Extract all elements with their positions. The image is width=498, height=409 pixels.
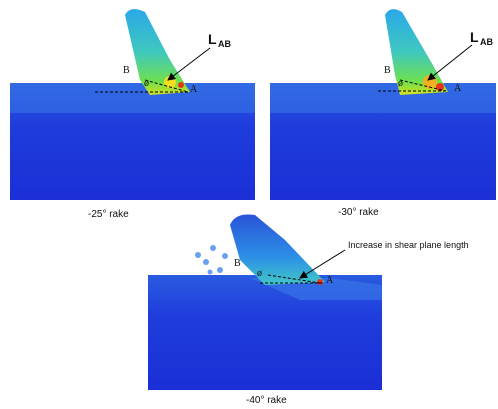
chip xyxy=(230,214,325,285)
angle: ø xyxy=(144,78,149,89)
label-sub: AB xyxy=(218,39,231,49)
surface-zone xyxy=(270,83,496,113)
surface-zone xyxy=(10,83,255,113)
caption: -40° rake xyxy=(246,395,287,406)
hot-spot xyxy=(178,82,184,88)
point-b: B xyxy=(123,65,130,76)
annotation: Increase in shear plane length xyxy=(348,240,469,250)
panel-3: Increase in shear plane length B A ø -40… xyxy=(148,214,469,406)
point-a: A xyxy=(190,84,198,95)
caption: -25° rake xyxy=(88,209,129,220)
label-l: L xyxy=(208,31,217,47)
point-b: B xyxy=(384,65,391,76)
point-a: A xyxy=(326,275,334,286)
chip xyxy=(385,9,448,95)
label-sub: AB xyxy=(480,37,493,47)
caption: -30° rake xyxy=(338,207,379,218)
scattered-particles xyxy=(195,245,228,275)
point-b: B xyxy=(234,258,241,269)
panel-2: L AB B A ø -30° rake xyxy=(270,9,496,218)
panel-1: L AB B A ø -25° rake xyxy=(10,9,255,220)
angle: ø xyxy=(398,78,403,89)
angle: ø xyxy=(257,268,262,279)
label-l: L xyxy=(470,29,479,45)
arrow xyxy=(428,45,472,80)
point-a: A xyxy=(454,83,462,94)
figure: L AB B A ø -25° rake L AB B A ø -30° rak… xyxy=(0,0,498,409)
arrow xyxy=(168,48,210,80)
hot-spot xyxy=(317,279,323,285)
